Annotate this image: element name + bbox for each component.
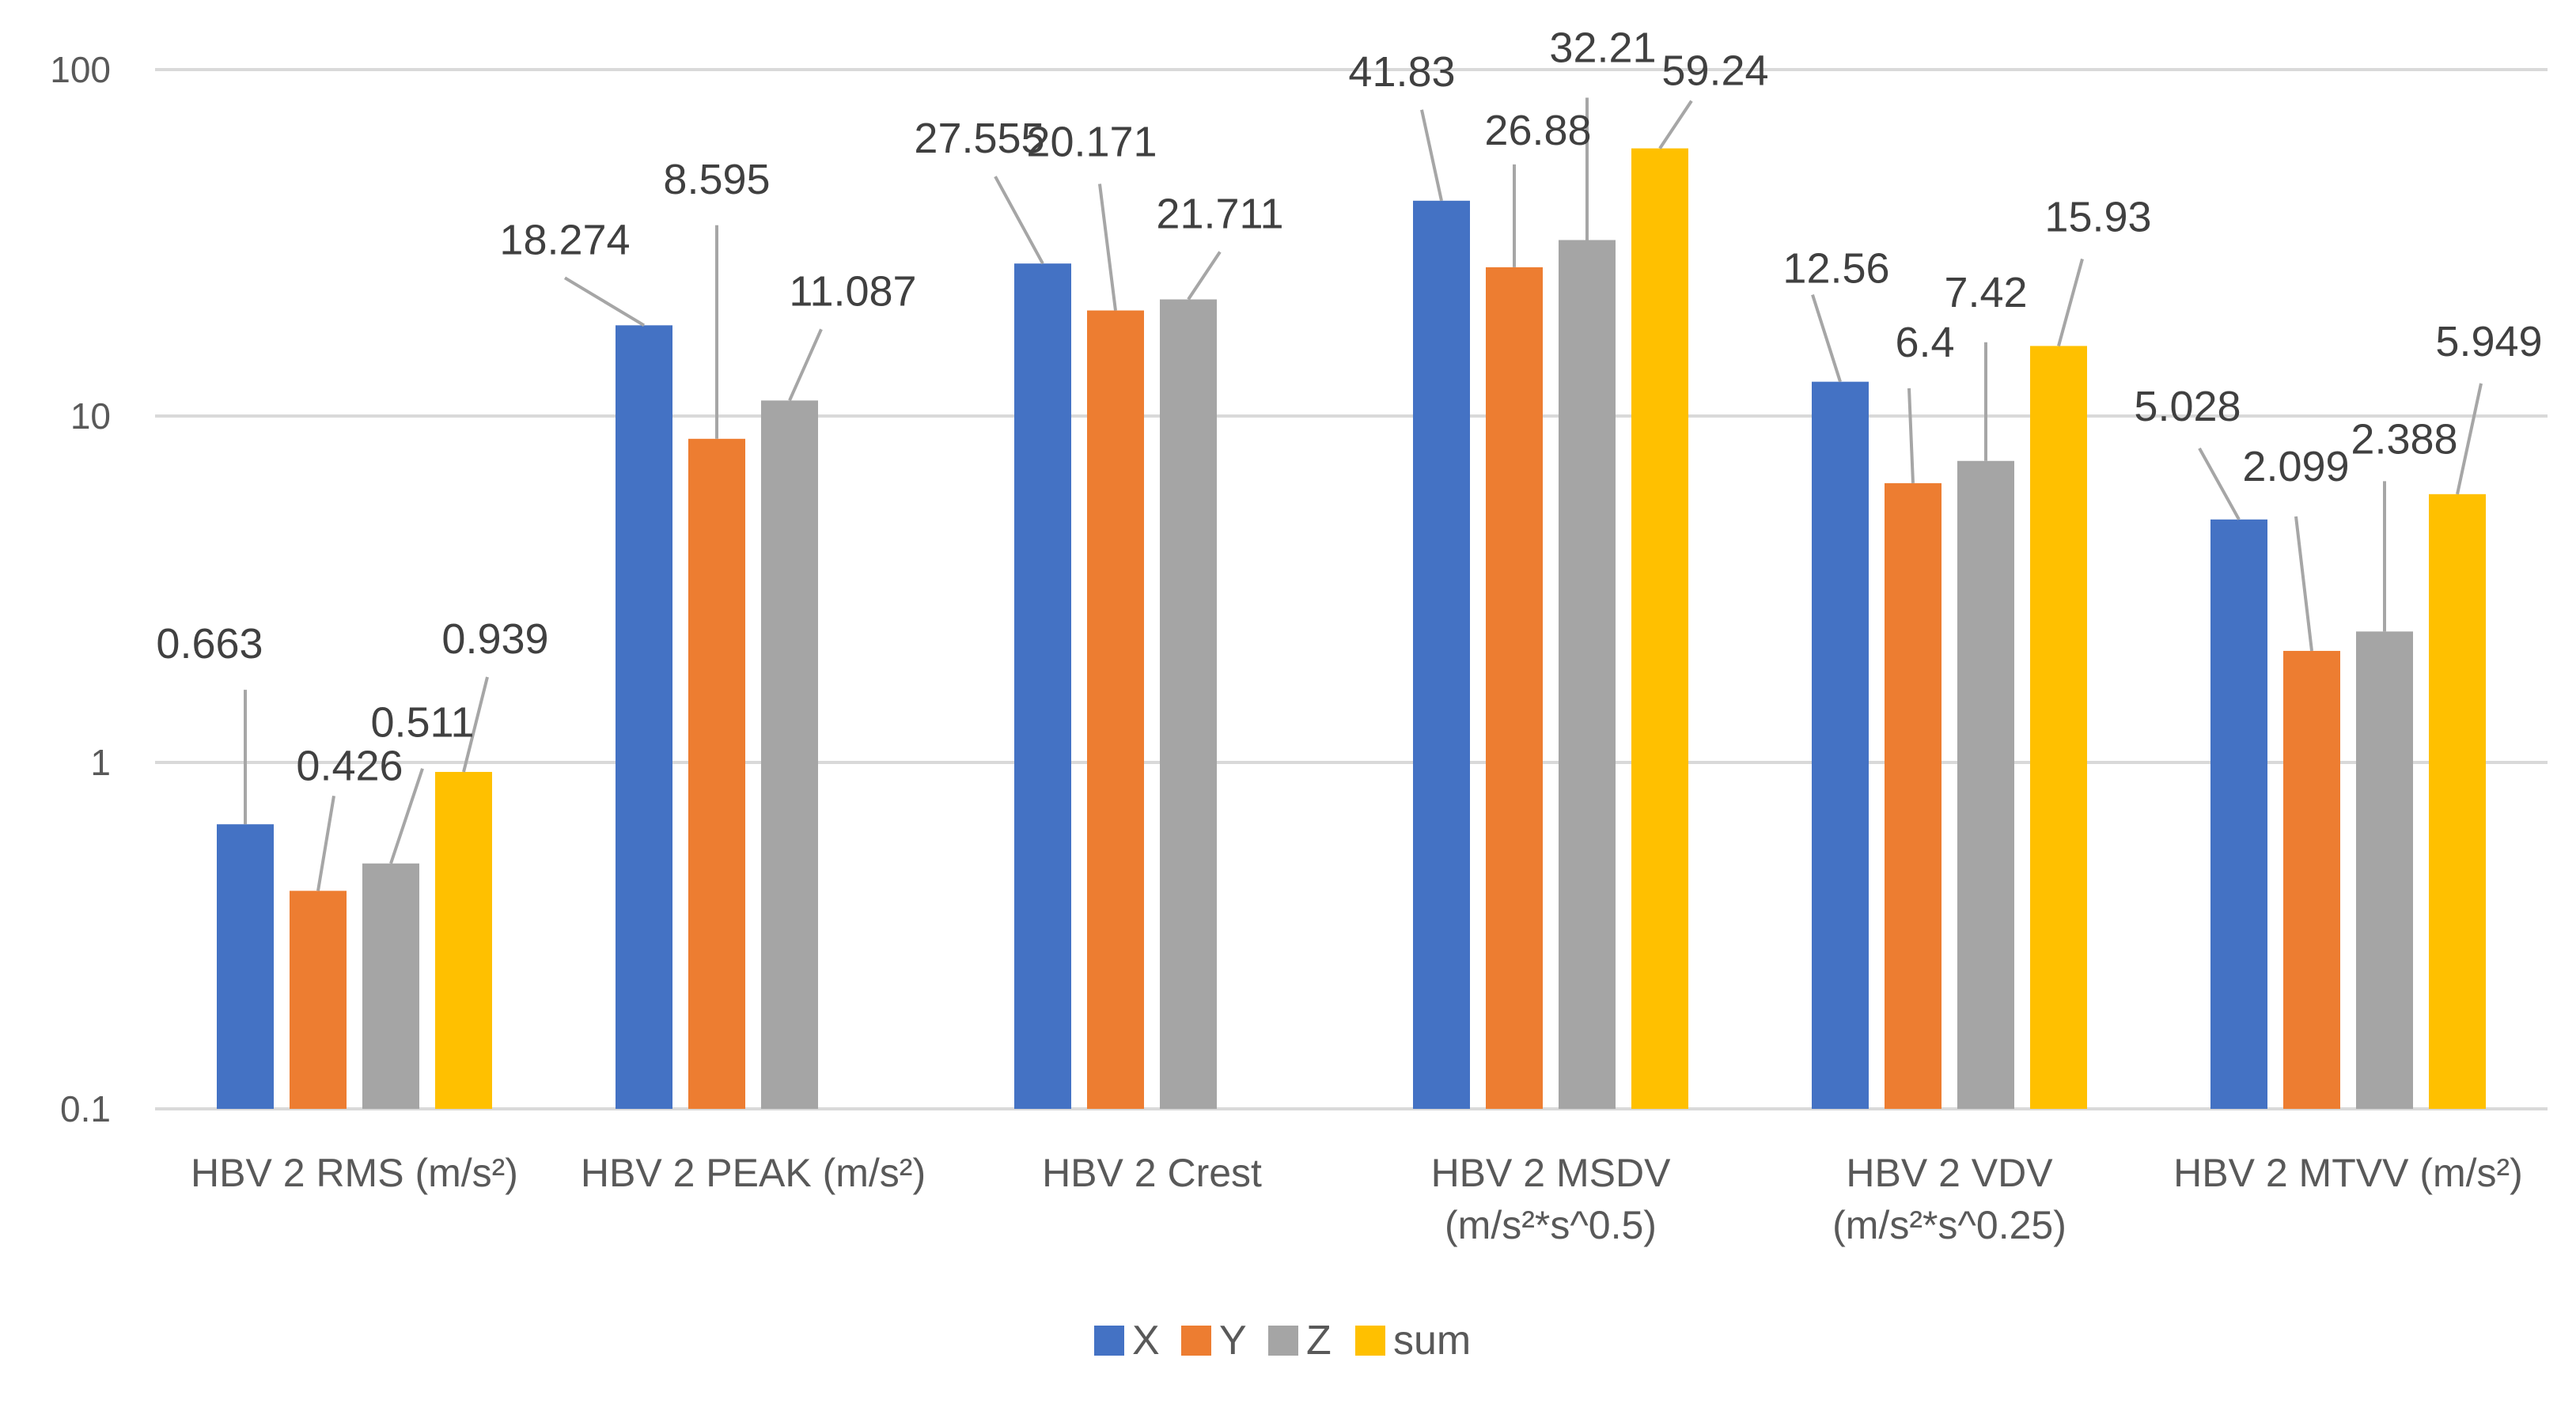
data-label-x-5: 5.028	[2134, 383, 2241, 430]
legend-label: Z	[1306, 1318, 1332, 1364]
leader-line	[1811, 294, 1842, 383]
bar-z-5	[2356, 631, 2413, 1109]
bar-x-1	[616, 325, 672, 1109]
data-label-x-3: 41.83	[1348, 48, 1455, 96]
legend-item-y: Y	[1181, 1318, 1247, 1364]
data-label-y-1: 8.595	[663, 156, 770, 203]
bar-z-1	[761, 400, 818, 1109]
data-label-x-4: 12.56	[1782, 245, 1889, 293]
bar-sum-3	[1631, 148, 1688, 1109]
legend-swatch	[1094, 1326, 1124, 1356]
leader-line	[2294, 516, 2313, 652]
bar-x-0	[217, 824, 274, 1109]
legend-swatch	[1181, 1326, 1211, 1356]
data-label-sum-4: 15.93	[2044, 193, 2151, 240]
leader-line	[563, 276, 646, 327]
bar-x-3	[1413, 200, 1470, 1109]
data-label-sum-5: 5.949	[2435, 318, 2542, 365]
bar-x-2	[1014, 263, 1071, 1109]
data-label-sum-3: 59.24	[1661, 47, 1768, 95]
bar-y-5	[2283, 650, 2340, 1109]
category-label: HBV 2 PEAK (m/s²)	[581, 1151, 926, 1195]
leader-line	[316, 795, 335, 891]
data-label-z-1: 11.087	[789, 267, 916, 315]
leader-line	[462, 676, 489, 773]
data-label-z-3: 32.21	[1549, 25, 1656, 72]
y-tick-label: 1	[90, 742, 111, 783]
data-label-x-1: 18.274	[499, 216, 630, 263]
data-label-y-3: 26.88	[1484, 107, 1591, 154]
leader-line	[1187, 251, 1222, 301]
leader-line	[788, 328, 823, 402]
bars	[217, 148, 2486, 1110]
leader-line	[1658, 100, 1693, 149]
y-axis-ticks: 0.1 1 10 100	[50, 49, 111, 1129]
category-label: HBV 2 RMS (m/s²)	[191, 1151, 518, 1195]
data-label-x-2: 27.555	[914, 115, 1044, 162]
leader-line	[2057, 258, 2084, 346]
bar-y-1	[688, 438, 745, 1109]
data-label-z-4: 7.42	[1944, 269, 2027, 316]
category-label: HBV 2 Crest	[1042, 1151, 1262, 1195]
legend-swatch	[1355, 1326, 1385, 1356]
bar-z-2	[1160, 299, 1217, 1109]
bar-sum-4	[2030, 346, 2087, 1109]
data-label-y-0: 0.426	[296, 742, 403, 789]
gridlines	[155, 68, 2548, 1110]
legend-swatch	[1268, 1326, 1298, 1356]
legend-item-x: X	[1094, 1318, 1160, 1364]
bar-y-3	[1486, 267, 1543, 1110]
data-label-y-5: 2.099	[2242, 443, 2349, 490]
leader-line	[1098, 183, 1117, 311]
data-label-sum-0: 0.939	[441, 615, 548, 663]
y-tick-label: 0.1	[60, 1088, 111, 1129]
bar-z-3	[1559, 240, 1616, 1110]
category-label: HBV 2 VDV	[1846, 1151, 2053, 1195]
legend-label: X	[1132, 1318, 1160, 1364]
legend-item-sum: sum	[1355, 1318, 1471, 1364]
data-label-y-4: 6.4	[1895, 319, 1954, 366]
bar-y-4	[1885, 482, 1941, 1109]
bar-x-5	[2210, 519, 2267, 1109]
y-tick-label: 10	[70, 395, 111, 437]
data-label-y-2: 20.171	[1026, 119, 1157, 166]
bar-y-2	[1087, 310, 1144, 1109]
bar-sum-0	[435, 771, 492, 1109]
legend-label: sum	[1393, 1318, 1471, 1364]
category-label: HBV 2 MSDV	[1431, 1151, 1672, 1195]
category-label: (m/s²*s^0.5)	[1445, 1203, 1657, 1247]
leader-line	[1907, 388, 1915, 483]
leader-line	[1420, 109, 1443, 202]
data-label-z-2: 21.711	[1156, 191, 1283, 238]
legend-item-z: Z	[1268, 1318, 1332, 1364]
legend-label: Y	[1219, 1318, 1247, 1364]
y-tick-label: 100	[50, 49, 111, 90]
label-leader-lines	[244, 97, 2483, 891]
bar-z-0	[362, 863, 419, 1109]
bar-sum-5	[2429, 494, 2486, 1109]
leader-line	[2198, 447, 2241, 520]
leader-line	[2456, 383, 2483, 495]
x-axis-categories: HBV 2 RMS (m/s²) HBV 2 PEAK (m/s²) HBV 2 C…	[191, 1151, 2523, 1247]
bar-z-4	[1957, 460, 2014, 1109]
bar-y-0	[290, 891, 347, 1109]
bar-x-4	[1812, 381, 1869, 1109]
data-label-z-0: 0.511	[370, 699, 474, 747]
category-label: HBV 2 MTVV (m/s²)	[2173, 1151, 2523, 1195]
category-label: (m/s²*s^0.25)	[1832, 1203, 2066, 1247]
data-label-z-5: 2.388	[2351, 415, 2457, 463]
leader-line	[389, 768, 424, 864]
leader-line	[994, 176, 1044, 265]
data-label-x-0: 0.663	[156, 620, 263, 668]
